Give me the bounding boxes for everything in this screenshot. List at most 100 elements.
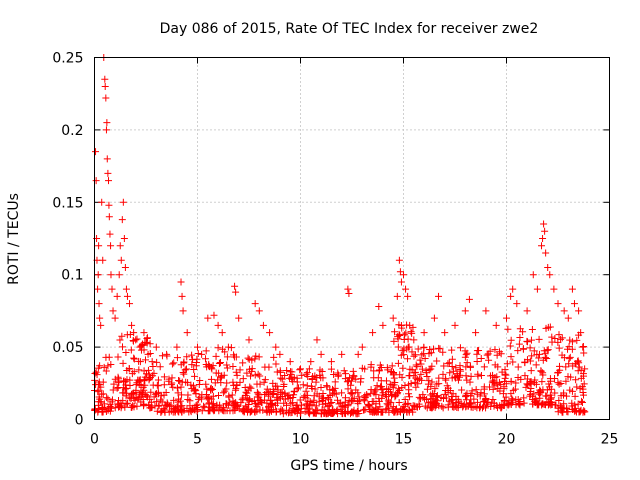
- data-point: [241, 391, 249, 399]
- data-point: [493, 351, 501, 359]
- data-point: [96, 314, 104, 322]
- data-point: [103, 394, 111, 402]
- data-point: [547, 377, 555, 385]
- data-point: [455, 398, 463, 406]
- data-point: [551, 389, 559, 397]
- data-point: [297, 365, 304, 373]
- data-point: [310, 408, 318, 416]
- data-point: [178, 391, 186, 399]
- data-point: [579, 343, 587, 351]
- data-point: [233, 371, 241, 379]
- data-point: [571, 404, 579, 412]
- data-point: [331, 384, 339, 392]
- data-point: [371, 387, 379, 395]
- data-point: [128, 321, 136, 329]
- data-point: [337, 405, 345, 413]
- data-point: [519, 345, 527, 353]
- data-point: [573, 336, 581, 344]
- data-point: [158, 407, 166, 415]
- data-point: [431, 396, 439, 404]
- data-point: [121, 385, 129, 393]
- data-point: [529, 271, 537, 279]
- data-point: [564, 314, 572, 322]
- data-point: [214, 344, 222, 352]
- data-point: [408, 348, 416, 356]
- data-point: [338, 409, 346, 417]
- data-point: [95, 242, 103, 250]
- data-point: [264, 392, 272, 400]
- data-point: [306, 408, 314, 416]
- data-point: [188, 361, 196, 369]
- data-point: [115, 271, 123, 279]
- data-point: [476, 392, 484, 400]
- data-point: [310, 399, 318, 406]
- data-point: [272, 343, 280, 351]
- data-point: [227, 344, 235, 352]
- data-point: [216, 358, 224, 366]
- y-tick-label: 0.1: [61, 268, 83, 284]
- data-point: [117, 404, 125, 412]
- data-point: [424, 399, 432, 407]
- y-tick-label: 0.2: [61, 123, 83, 139]
- data-point: [428, 395, 436, 403]
- data-point: [397, 351, 405, 359]
- data-point: [570, 300, 578, 308]
- data-point: [216, 359, 224, 367]
- data-point: [565, 343, 573, 351]
- data-point: [472, 386, 480, 394]
- data-point: [385, 404, 393, 412]
- data-point: [210, 311, 218, 319]
- data-point: [410, 352, 418, 360]
- data-point: [530, 347, 538, 355]
- plot-frame: [94, 57, 610, 420]
- x-axis-label: GPS time / hours: [290, 458, 407, 474]
- data-point: [214, 376, 222, 384]
- data-point: [183, 329, 191, 337]
- data-point: [389, 314, 397, 322]
- data-point: [523, 307, 531, 315]
- data-point: [242, 388, 250, 396]
- data-point: [246, 383, 254, 391]
- data-point: [95, 300, 103, 308]
- data-point: [344, 385, 352, 393]
- data-point: [503, 401, 511, 409]
- data-point: [120, 235, 128, 242]
- data-point: [169, 383, 177, 391]
- data-point: [521, 358, 529, 366]
- data-point: [319, 374, 327, 382]
- data-point: [542, 392, 550, 400]
- data-point: [229, 378, 237, 386]
- data-point: [555, 331, 563, 339]
- data-point: [445, 359, 453, 367]
- data-point: [154, 382, 162, 390]
- data-point: [466, 363, 474, 371]
- data-point: [116, 242, 124, 250]
- data-point: [202, 393, 210, 401]
- data-point: [270, 353, 278, 361]
- data-point: [424, 380, 432, 388]
- data-point: [122, 349, 130, 357]
- data-point: [104, 395, 112, 403]
- data-point: [544, 263, 552, 271]
- data-point: [484, 350, 492, 358]
- data-point: [232, 368, 240, 376]
- data-point: [451, 321, 459, 329]
- data-point: [283, 367, 291, 375]
- data-point: [306, 398, 314, 406]
- data-point: [127, 394, 135, 402]
- data-point: [272, 360, 280, 368]
- data-point: [136, 343, 144, 351]
- data-point: [325, 402, 333, 410]
- data-point: [446, 369, 454, 377]
- data-point: [404, 292, 412, 300]
- data-point: [411, 351, 419, 359]
- data-point: [494, 385, 502, 393]
- data-point: [250, 397, 258, 405]
- data-point: [140, 329, 148, 337]
- data-point: [507, 377, 515, 385]
- data-point: [580, 372, 588, 380]
- data-point: [329, 390, 337, 398]
- data-point: [470, 395, 478, 403]
- data-point: [109, 307, 117, 315]
- data-point: [543, 355, 551, 363]
